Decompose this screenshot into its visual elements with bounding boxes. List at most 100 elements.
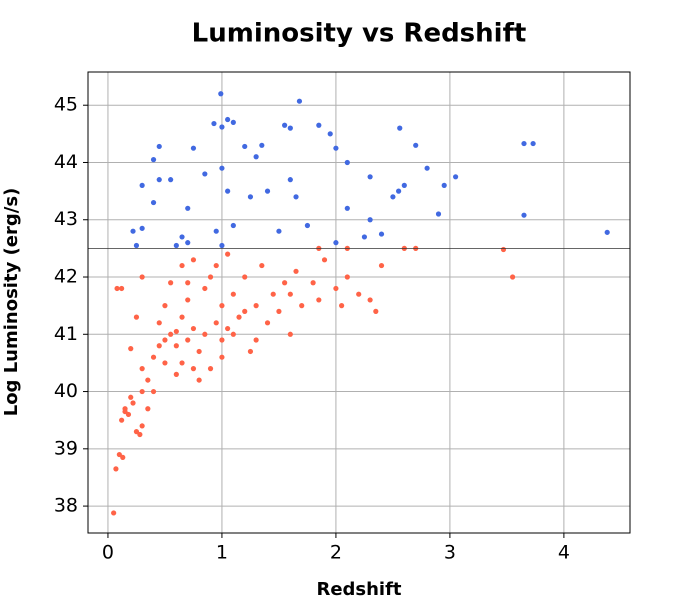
point (344, 159, 350, 166)
point (253, 337, 259, 343)
point (133, 314, 140, 320)
point (139, 225, 145, 231)
y-tick-label: 39 (54, 437, 78, 459)
point (145, 377, 151, 383)
point (282, 122, 288, 128)
point (321, 257, 328, 263)
point (156, 177, 162, 183)
point (287, 291, 293, 297)
point (213, 262, 219, 269)
point (179, 234, 185, 240)
point (521, 212, 527, 218)
y-tick-label: 44 (54, 151, 78, 173)
point (424, 165, 430, 171)
point (190, 145, 197, 151)
point (150, 388, 157, 395)
point (378, 231, 385, 237)
point (162, 337, 168, 343)
point (225, 116, 231, 123)
point (316, 122, 322, 128)
x-tick-label: 3 (444, 542, 456, 564)
point (344, 205, 350, 211)
point (316, 297, 322, 303)
point (162, 360, 168, 366)
point (219, 242, 225, 249)
point (276, 308, 282, 314)
y-tick-label: 40 (54, 380, 78, 402)
point (604, 229, 610, 235)
point (156, 320, 162, 326)
point (207, 274, 214, 280)
point (179, 314, 185, 320)
x-tick-label: 0 (102, 542, 114, 564)
point (287, 331, 293, 337)
point (202, 331, 208, 337)
point (397, 125, 403, 131)
point (264, 188, 271, 194)
point (242, 308, 248, 314)
point (150, 157, 157, 163)
point (122, 408, 128, 415)
point (139, 388, 145, 395)
point (185, 280, 191, 286)
point (230, 119, 236, 125)
point (185, 297, 191, 303)
point (333, 285, 339, 292)
point (185, 240, 191, 246)
point (242, 274, 248, 280)
point (339, 303, 345, 309)
point (139, 423, 145, 429)
point (162, 303, 168, 309)
point (356, 291, 362, 297)
point (202, 285, 208, 292)
point (196, 348, 202, 355)
point (247, 348, 254, 355)
point (219, 337, 225, 343)
point (185, 205, 191, 211)
point (190, 325, 197, 332)
point (133, 429, 140, 435)
point (179, 262, 185, 269)
point (128, 394, 134, 400)
point (168, 280, 174, 286)
point (139, 274, 145, 280)
x-axis-label: Redshift (316, 579, 401, 600)
point (145, 406, 151, 412)
point (211, 120, 217, 127)
y-tick-label: 43 (54, 208, 78, 230)
point (137, 431, 143, 438)
point (253, 154, 259, 160)
point (190, 257, 197, 263)
point (401, 182, 407, 188)
point (287, 125, 293, 131)
point (219, 124, 225, 130)
point (293, 194, 299, 200)
point (173, 343, 179, 349)
y-axis-label: Log Luminosity (erg/s) (1, 188, 22, 417)
point (173, 242, 179, 249)
point (150, 199, 157, 206)
point (196, 377, 202, 383)
point (111, 510, 117, 516)
point (156, 343, 162, 349)
point (156, 143, 162, 150)
point (116, 451, 122, 458)
y-tick-label: 42 (54, 266, 78, 288)
point (333, 145, 339, 151)
point (173, 328, 179, 335)
point (213, 228, 219, 234)
point (453, 174, 459, 180)
point (139, 366, 145, 372)
y-tick-label: 45 (54, 94, 78, 116)
point (125, 411, 132, 418)
point (327, 131, 333, 137)
point (150, 354, 157, 360)
point (530, 140, 536, 147)
point (168, 177, 174, 183)
point (276, 228, 282, 234)
y-tick-label: 38 (54, 495, 78, 517)
point (435, 211, 442, 217)
point (230, 331, 236, 337)
